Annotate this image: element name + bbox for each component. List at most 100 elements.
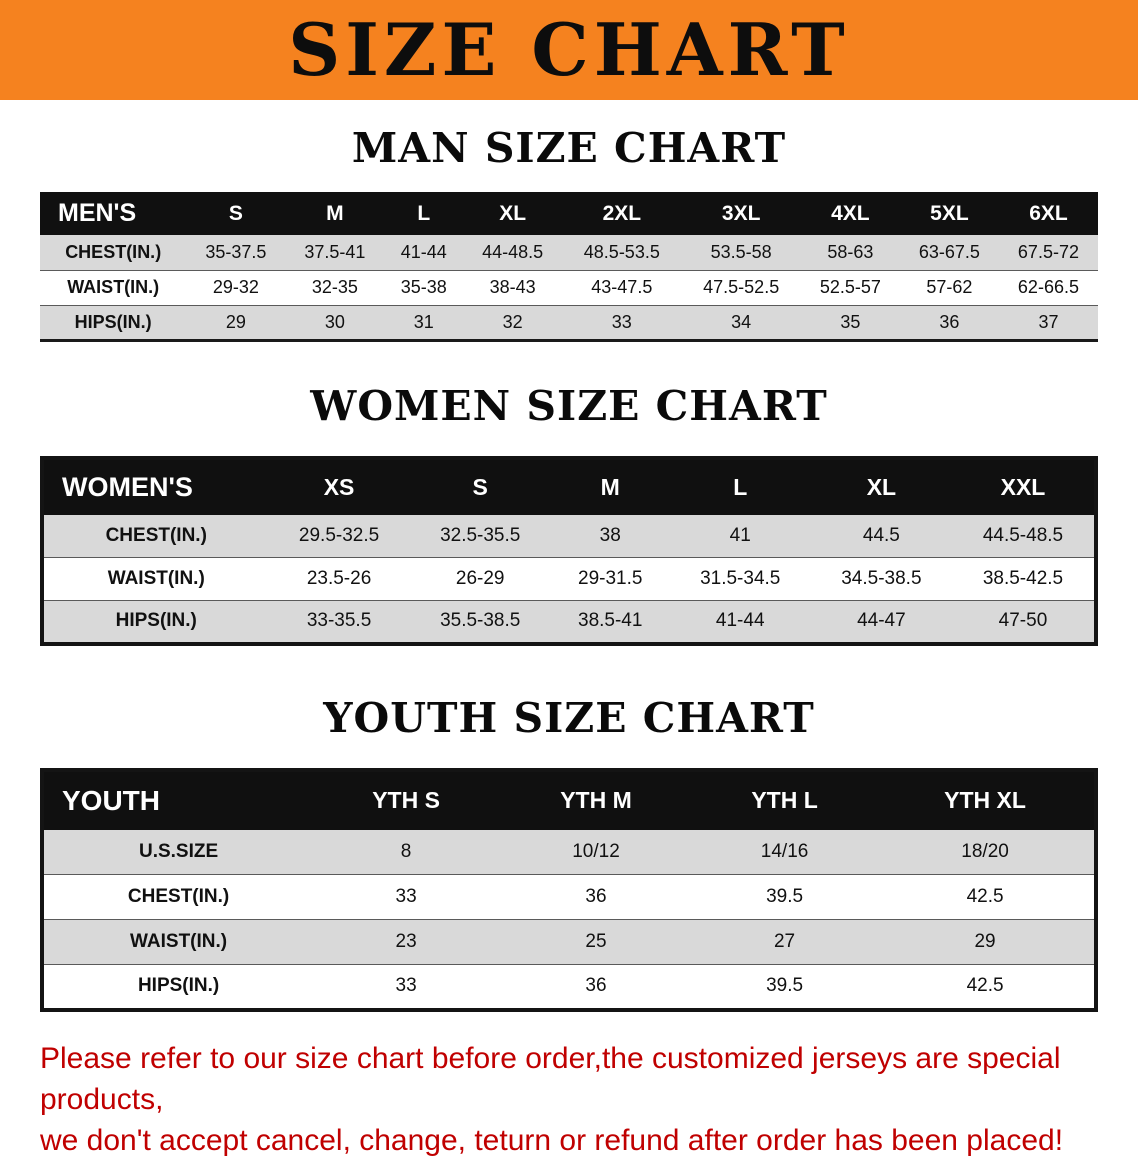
value-cell: 63-67.5: [918, 241, 980, 262]
size-header-cell: S: [186, 192, 286, 235]
value-cell: 57-62: [899, 269, 999, 305]
disclaimer: Please refer to our size chart before or…: [40, 1038, 1098, 1161]
youth-size-chart-heading: YOUTH SIZE CHART: [323, 693, 815, 742]
table-body: U.S.SIZE 8 10/12 14/16 18/20 CHEST(IN.) 33 36 39…: [42, 829, 1096, 1010]
value-cell: 23.5-26: [268, 557, 410, 601]
disclaimer-line-2: we don't accept cancel, change, teturn o…: [40, 1123, 1064, 1157]
value-cell: 67.5-72: [1017, 241, 1079, 262]
value-cell: 33: [562, 304, 682, 340]
value-cell: 29-31.5: [550, 557, 670, 601]
size-header-cell: XL: [463, 192, 563, 235]
size-header-cell: YTH XL: [876, 769, 1096, 830]
value-cell: 31.5-34.5: [669, 557, 811, 601]
size-header-cell: 4XL: [800, 192, 900, 235]
title-banner: SIZE CHART: [0, 0, 1138, 100]
women-size-section: WOMEN SIZE CHART WOMEN'S XS S M L XL XXL CHEST(…: [0, 382, 1138, 646]
header-row: WOMEN'S XS S M L XL XXL: [42, 457, 1096, 515]
table-head: YOUTH YTH S YTH M YTH L YTH XL: [42, 769, 1096, 830]
header-row: MEN'S S M L XL 2XL 3XL 4XL 5XL 6XL: [40, 192, 1098, 235]
value-cell: 35: [800, 304, 900, 340]
value-cell: 35-38: [384, 269, 464, 305]
measurement-row: HIPS(IN.) 33 36 39.5 42.5: [42, 964, 1096, 1010]
value-cell: 52.5-57: [800, 269, 900, 305]
value-cell: 38.5-41: [550, 600, 670, 644]
table-head: WOMEN'S XS S M L XL XXL: [42, 457, 1096, 515]
value-cell: 37: [998, 304, 1098, 340]
measurement-row: WAIST(IN.) 23.5-26 26-29 29-31.5 31.5-34.5 34…: [42, 557, 1096, 601]
value-cell: 26-29: [409, 557, 551, 601]
size-header-cell: YTH S: [313, 769, 500, 830]
value-cell: 29: [186, 304, 286, 340]
value-cell: 32-35: [285, 269, 385, 305]
value-cell: 44-48.5: [482, 241, 544, 262]
size-header-cell: M: [285, 192, 385, 235]
value-cell: 10/12: [572, 840, 620, 862]
value-cell: 41-44: [669, 600, 811, 644]
measurement-row: WAIST(IN.) 23 25 27 29: [42, 919, 1096, 965]
size-header-cell: 3XL: [681, 192, 801, 235]
value-cell: 29: [876, 919, 1096, 965]
row-label-cell: WAIST(IN.): [42, 557, 269, 601]
size-header-cell: XL: [810, 457, 952, 515]
value-cell: 29.5-32.5: [298, 524, 380, 546]
value-cell: 36: [899, 304, 999, 340]
measurement-row: U.S.SIZE 8 10/12 14/16 18/20: [42, 829, 1096, 875]
row-label-cell: CHEST(IN.): [42, 874, 314, 920]
size-header-cell: L: [669, 457, 811, 515]
value-cell: 32.5-35.5: [440, 524, 521, 546]
value-cell: 8: [400, 840, 412, 862]
value-cell: 53.5-58: [710, 241, 772, 262]
row-label-cell: CHEST(IN.): [105, 524, 207, 546]
value-cell: 36: [499, 964, 693, 1010]
women-size-table: WOMEN'S XS S M L XL XXL CHEST(IN.) 29.5-32.5 32.5…: [40, 455, 1098, 646]
value-cell: 38: [599, 524, 621, 546]
row-label-cell: HIPS(IN.): [42, 964, 314, 1010]
row-label-cell: U.S.SIZE: [138, 840, 219, 862]
measurement-row: CHEST(IN.) 29.5-32.5 32.5-35.5 38 41 44.5 44.5…: [42, 514, 1096, 558]
men-size-section: MAN SIZE CHART MEN'S S M L XL 2XL 3XL 4XL 5XL 6XL…: [0, 124, 1138, 342]
value-cell: 44-47: [810, 600, 952, 644]
value-cell: 36: [499, 874, 693, 920]
row-label-cell: CHEST(IN.): [65, 241, 162, 262]
size-header-cell: XS: [268, 457, 410, 515]
row-label-cell: HIPS(IN.): [42, 600, 269, 644]
size-header-cell: M: [550, 457, 670, 515]
value-cell: 35-37.5: [205, 241, 267, 262]
table-title-cell: YOUTH: [42, 769, 314, 830]
value-cell: 33: [313, 874, 500, 920]
row-label-cell: HIPS(IN.): [40, 304, 187, 340]
size-header-cell: XXL: [951, 457, 1096, 515]
measurement-row: CHEST(IN.) 33 36 39.5 42.5: [42, 874, 1096, 920]
value-cell: 48.5-53.5: [583, 241, 660, 262]
size-header-cell: 5XL: [899, 192, 999, 235]
value-cell: 62-66.5: [998, 269, 1098, 305]
value-cell: 29-32: [186, 269, 286, 305]
men-size-table: MEN'S S M L XL 2XL 3XL 4XL 5XL 6XL CHEST(IN.) 35-37…: [40, 192, 1098, 342]
value-cell: 27: [692, 919, 877, 965]
value-cell: 47-50: [951, 600, 1096, 644]
value-cell: 34: [681, 304, 801, 340]
value-cell: 44.5-48.5: [982, 524, 1064, 546]
value-cell: 41-44: [400, 241, 447, 262]
value-cell: 25: [499, 919, 693, 965]
table-title-cell: MEN'S: [40, 192, 187, 235]
value-cell: 33: [313, 964, 500, 1010]
size-header-cell: 6XL: [998, 192, 1098, 235]
value-cell: 32: [463, 304, 563, 340]
value-cell: 33-35.5: [268, 600, 410, 644]
measurement-row: HIPS(IN.) 33-35.5 35.5-38.5 38.5-41 41-44 44-…: [42, 600, 1096, 644]
value-cell: 37.5-41: [304, 241, 366, 262]
value-cell: 23: [313, 919, 500, 965]
size-header-cell: S: [409, 457, 551, 515]
measurement-row: HIPS(IN.) 29 30 31 32 33 34 35 36 37: [40, 304, 1098, 340]
table-head: MEN'S S M L XL 2XL 3XL 4XL 5XL 6XL: [40, 192, 1098, 235]
value-cell: 39.5: [692, 964, 877, 1010]
size-header-cell: YTH L: [692, 769, 877, 830]
value-cell: 31: [384, 304, 464, 340]
value-cell: 38.5-42.5: [951, 557, 1096, 601]
value-cell: 44.5: [862, 524, 900, 546]
youth-size-table: YOUTH YTH S YTH M YTH L YTH XL U.S.SIZE 8 10/12…: [40, 767, 1098, 1012]
value-cell: 41: [729, 524, 751, 546]
disclaimer-line-1: Please refer to our size chart before or…: [40, 1041, 1061, 1116]
